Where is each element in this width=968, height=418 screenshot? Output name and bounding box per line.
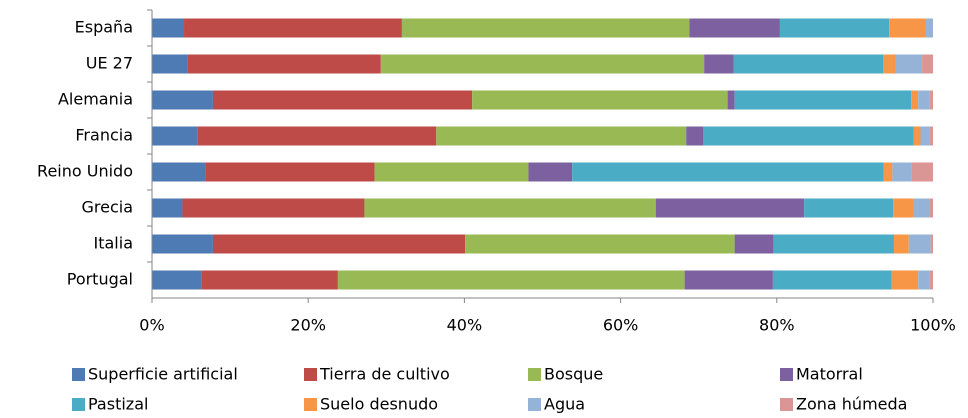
bar-segment [734, 90, 912, 110]
bar-segment [401, 18, 690, 38]
legend-swatch [72, 368, 85, 381]
bar-segment [201, 270, 338, 290]
bar-segment [891, 270, 919, 290]
bar-segment [187, 54, 381, 74]
x-tick-label: 80% [759, 316, 795, 335]
bar-segment [152, 126, 198, 146]
bar-segment [918, 270, 930, 290]
bar-segment [892, 162, 912, 182]
bar-segment [913, 198, 930, 218]
bar-segment [703, 126, 914, 146]
legend-swatch [780, 398, 793, 411]
bar-segment [205, 162, 375, 182]
legend-label: Superficie artificial [88, 365, 238, 384]
bar-segment [929, 126, 933, 146]
bar-segment [804, 198, 894, 218]
bar-segment [727, 90, 735, 110]
bar-segment [684, 270, 773, 290]
bar-segment [929, 198, 933, 218]
bar-segment [152, 54, 188, 74]
bar-segment [704, 54, 734, 74]
bar-segment [733, 54, 884, 74]
bar-segment [197, 126, 437, 146]
y-tick-label: UE 27 [86, 54, 133, 73]
bar-segment [929, 90, 933, 110]
bar-segment [686, 126, 704, 146]
bar-segment [908, 234, 931, 254]
bar-segment [380, 54, 705, 74]
bar-segment [920, 126, 930, 146]
bar-segment [893, 234, 909, 254]
bar-segment [655, 198, 805, 218]
legend-swatch [304, 398, 317, 411]
y-tick-label: Grecia [81, 198, 133, 217]
legend-swatch [528, 368, 541, 381]
bar-segment [895, 54, 923, 74]
legend-label: Bosque [544, 365, 603, 384]
legend-label: Matorral [796, 365, 863, 384]
x-tick-label: 60% [603, 316, 639, 335]
bar-segment [930, 234, 933, 254]
bar-segment [152, 162, 206, 182]
bar-segment [893, 198, 914, 218]
bar-segment [689, 18, 780, 38]
legend-label: Pastizal [88, 395, 148, 414]
bar-segment [182, 198, 365, 218]
bar-segment [212, 90, 473, 110]
x-tick-label: 20% [290, 316, 326, 335]
x-tick-label: 40% [447, 316, 483, 335]
y-tick-label: Francia [75, 126, 133, 145]
bar-segment [883, 162, 893, 182]
bar-segment [528, 162, 573, 182]
bar-segment [922, 54, 933, 74]
bar-segment [152, 234, 213, 254]
bar-segment [889, 18, 926, 38]
x-tick-label: 100% [910, 316, 956, 335]
bar-segment [929, 270, 933, 290]
bar-segment [572, 162, 884, 182]
bar-segment [883, 54, 896, 74]
bar-segment [779, 18, 890, 38]
legend-swatch [72, 398, 85, 411]
bar-segment [773, 234, 894, 254]
bar-segment [918, 90, 930, 110]
bar-segment [436, 126, 687, 146]
legend-label: Agua [544, 395, 585, 414]
bar-segment [152, 270, 202, 290]
bar-segment [911, 90, 919, 110]
bar-segment [913, 126, 921, 146]
bar-segment [364, 198, 656, 218]
y-tick-label: España [75, 18, 133, 37]
bar-segment [772, 270, 892, 290]
bar-segment [152, 198, 183, 218]
bar-segment [925, 18, 933, 38]
legend-swatch [304, 368, 317, 381]
bar-segment [374, 162, 529, 182]
legend-swatch [780, 368, 793, 381]
bar-segment [911, 162, 933, 182]
legend-label: Suelo desnudo [320, 395, 438, 414]
bar-segment [465, 234, 735, 254]
y-tick-label: Alemania [58, 90, 133, 109]
legend-label: Tierra de cultivo [319, 365, 450, 384]
bar-segment [337, 270, 685, 290]
bar-segment [472, 90, 728, 110]
bar-segment [152, 18, 185, 38]
y-tick-label: Italia [94, 234, 134, 253]
legend-label: Zona húmeda [796, 395, 907, 414]
bar-segment [734, 234, 774, 254]
bar-segment [184, 18, 402, 38]
y-tick-label: Reino Unido [37, 162, 133, 181]
bar-segment [212, 234, 466, 254]
y-tick-label: Portugal [67, 270, 133, 289]
bar-segment [152, 90, 213, 110]
x-tick-label: 0% [139, 316, 164, 335]
legend-swatch [528, 398, 541, 411]
